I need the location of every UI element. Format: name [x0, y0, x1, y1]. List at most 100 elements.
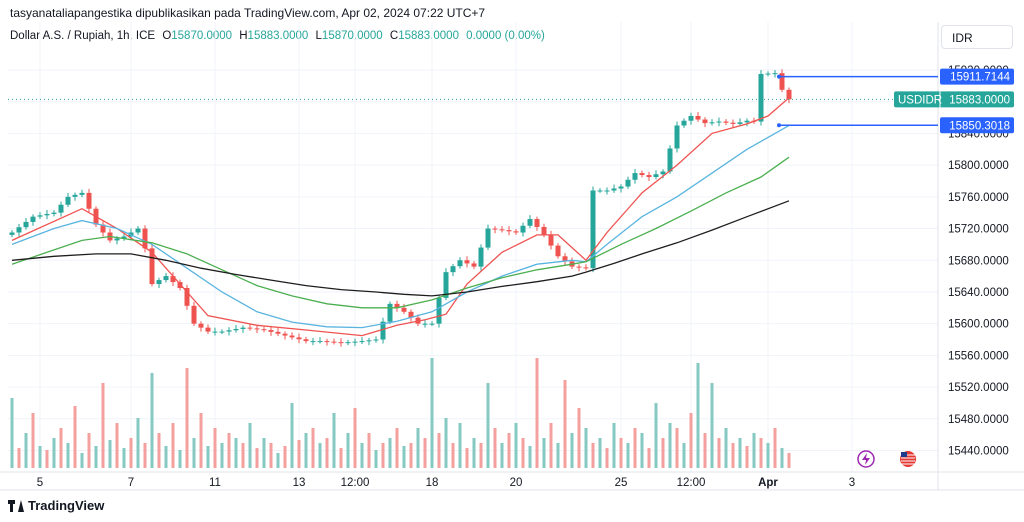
volume-bar — [710, 383, 714, 468]
volume-bar — [38, 446, 42, 468]
candle-body — [86, 192, 92, 209]
x-tick-label: 25 — [615, 477, 628, 489]
candle-body — [513, 231, 519, 233]
volume-bar — [206, 446, 210, 468]
volume-bar — [332, 413, 336, 468]
close-value: 15883.0000 — [398, 30, 459, 42]
x-tick-label: 3 — [849, 477, 855, 489]
volume-bar — [619, 438, 623, 468]
volume-bar — [731, 443, 735, 468]
candle-body — [744, 120, 750, 123]
candle-body — [772, 73, 778, 75]
brand-label: TradingView — [28, 498, 105, 513]
candle-body — [499, 229, 505, 231]
candle-body — [79, 192, 85, 195]
volume-bar — [178, 450, 182, 468]
candle-body — [604, 190, 610, 192]
candle-body — [23, 221, 29, 228]
candle-body — [359, 341, 365, 343]
lower-level-label: 15850.3018 — [949, 120, 1010, 132]
high-value: 15883.0000 — [247, 30, 309, 42]
volume-bar — [612, 423, 616, 468]
candle-body — [429, 323, 435, 325]
lightning-glyph-icon — [862, 453, 870, 465]
volume-bar — [570, 433, 574, 468]
volume-bar — [745, 446, 749, 468]
volume-bar — [668, 423, 672, 468]
candle-body — [254, 328, 260, 330]
change-value: 0.0000 (0.00%) — [466, 30, 545, 42]
volume-bar — [388, 438, 392, 468]
volume-bar — [94, 446, 98, 468]
volume-bar — [136, 418, 140, 468]
volume-bar — [591, 443, 595, 468]
volume-bar — [164, 446, 168, 468]
volume-bar — [563, 380, 567, 468]
volume-bar — [374, 450, 378, 468]
candle-body — [212, 331, 218, 333]
volume-bar — [598, 438, 602, 468]
candle-body — [72, 194, 78, 197]
candle-body — [170, 276, 176, 283]
candle-body — [142, 228, 148, 249]
candle-body — [345, 342, 351, 344]
volume-bar — [521, 438, 525, 468]
candle-body — [730, 122, 736, 124]
candle-body — [457, 260, 463, 267]
volume-bar — [766, 443, 770, 468]
candle-body — [702, 119, 708, 124]
volume-bar — [353, 408, 357, 468]
candle-body — [114, 238, 120, 241]
x-tick-label: 12:00 — [341, 477, 370, 489]
candle-body — [275, 331, 281, 334]
candle-body — [436, 297, 442, 324]
candle-body — [156, 280, 162, 285]
candle-body — [387, 303, 393, 322]
volume-bar — [220, 443, 224, 468]
candle-body — [401, 307, 407, 312]
candle-body — [422, 323, 428, 325]
volume-bar — [108, 440, 112, 468]
x-tick-label: 12:00 — [677, 477, 706, 489]
candle-body — [562, 256, 568, 262]
candle-body — [492, 228, 498, 230]
volume-bar — [17, 448, 21, 468]
candle-body — [324, 341, 330, 343]
candle-body — [541, 226, 547, 235]
ohlc-legend: Dollar A.S. / Rupiah, 1h, ICE O15870.000… — [10, 30, 545, 42]
volume-bar — [640, 433, 644, 468]
volume-bar — [199, 413, 203, 468]
volume-bar — [143, 443, 147, 468]
volume-bar — [185, 368, 189, 468]
tradingview-brand[interactable]: TradingView — [8, 498, 104, 513]
volume-bar — [773, 428, 777, 468]
open-value: 15870.0000 — [171, 30, 233, 42]
x-tick-label: 20 — [510, 477, 523, 489]
candle-body — [149, 248, 155, 285]
candle-body — [310, 341, 316, 343]
candle-body — [338, 342, 344, 344]
low-value: 15870.0000 — [321, 30, 383, 42]
volume-bar — [171, 423, 175, 468]
volume-bar — [276, 453, 280, 468]
candle-body — [660, 171, 666, 175]
volume-bar — [472, 438, 476, 468]
y-tick-label: 15440.0000 — [948, 446, 1009, 458]
volume-bar — [633, 428, 637, 468]
candle-body — [268, 330, 274, 332]
lower-level-label-bg — [940, 117, 1014, 134]
upper-level-label-bg — [940, 68, 1014, 85]
candle-body — [100, 224, 106, 233]
volume-bar — [297, 440, 301, 468]
volume-bar — [115, 423, 119, 468]
volume-bar — [780, 448, 784, 468]
currency-button[interactable]: IDR — [941, 25, 1013, 49]
volume-bar — [213, 428, 217, 468]
candle-body — [443, 272, 449, 298]
volume-bar — [262, 438, 266, 468]
candle-body — [261, 329, 267, 331]
volume-bar — [535, 358, 539, 468]
x-tick-label: 5 — [37, 477, 43, 489]
volume-bar — [416, 428, 420, 468]
